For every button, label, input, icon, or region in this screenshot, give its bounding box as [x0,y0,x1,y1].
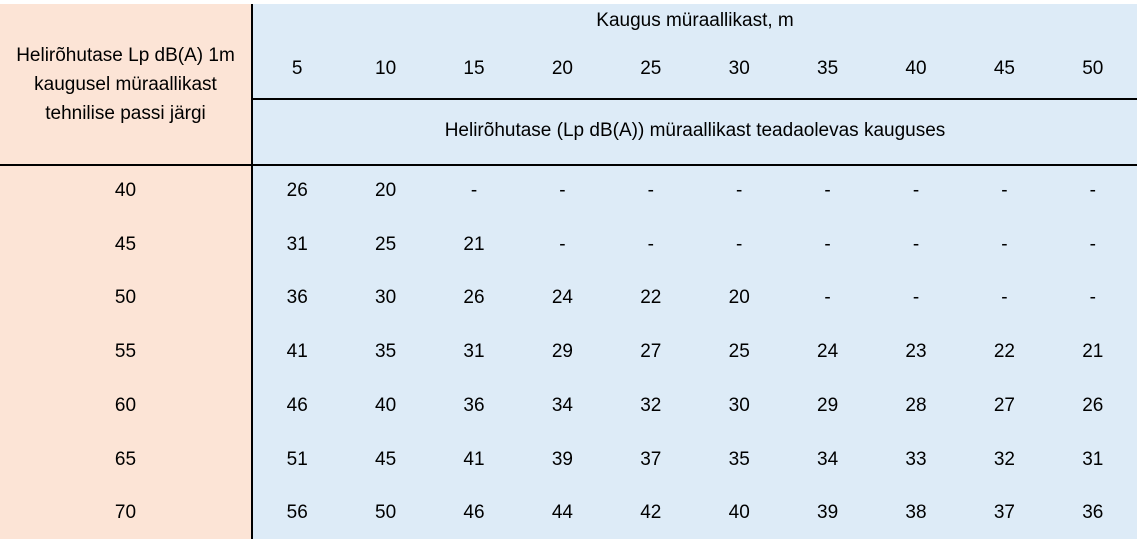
table-cell: 40 [728,502,750,524]
table-cell: 37 [640,448,662,470]
table-cell: 26 [1082,394,1104,416]
table-cell: - [824,180,831,201]
distance-header-cell: 10 [375,58,397,79]
noise-level-table: Helirõhutase Lp dB(A) 1m kaugusel müraal… [0,4,1137,539]
row-level-label: 70 [114,502,137,524]
table-cell: - [647,233,654,255]
table-cell: 46 [286,394,308,416]
row-level-label: 60 [114,394,137,416]
table-cell: 56 [286,502,308,524]
distance-header-cell: 40 [905,58,927,79]
table-cell: 32 [640,394,662,416]
table-cell: 39 [551,448,573,470]
table-cell: 38 [905,502,927,524]
table-cell: - [912,287,920,309]
table-cell: 50 [375,502,397,524]
table-cell: - [1089,180,1096,201]
table-cell: 31 [1082,448,1104,470]
row-level-label: 40 [114,180,137,201]
table-cell: 29 [551,341,573,363]
table-cell: 30 [375,287,397,309]
table-cell: - [559,233,566,255]
table-cell: 39 [817,502,839,524]
row-level-label: 55 [114,341,137,363]
table-cell: 34 [817,448,839,470]
table-cell: 41 [463,448,485,470]
distance-header-cell: 30 [728,58,750,79]
table-cell: 46 [463,502,485,524]
subheader: Helirõhutase (Lp dB(A)) müraallikast tea… [444,120,946,141]
table-cell: 36 [1082,502,1104,524]
table-cell: - [559,180,566,201]
table-cell: - [647,180,654,201]
table-cell: 41 [286,341,308,363]
table-cell: 24 [817,341,839,363]
table-cell: - [824,233,831,255]
table-cell: 40 [375,394,397,416]
table-cell: - [1001,233,1008,255]
table-cell: 24 [551,287,573,309]
table-cell: 25 [728,341,750,363]
table-cell: 45 [375,448,397,470]
table-cell: - [1089,287,1096,309]
table-cell: 20 [375,180,397,201]
table-cell: 42 [640,502,662,524]
source-level-column [0,4,251,539]
row-level-label: 45 [114,233,137,255]
row-header: Helirõhutase Lp dB(A) 1m kaugusel müraal… [0,4,251,165]
row-level-label: 65 [114,448,137,470]
table-cell: 31 [463,341,485,363]
header-divider [253,98,1137,100]
table-cell: 33 [905,448,927,470]
distance-header-cell: 5 [291,58,303,79]
distance-header-cell: 15 [463,58,485,79]
table-cell: 31 [286,233,308,255]
table-cell: 28 [905,394,927,416]
table-cell: 30 [728,394,750,416]
table-cell: - [736,180,743,201]
body-divider [0,164,1137,166]
distance-header: Kaugus müraallikast, m [596,10,794,31]
distance-header-cell: 25 [640,58,662,79]
table-cell: 44 [551,502,573,524]
distance-data-area [251,4,1137,539]
table-cell: 26 [286,180,308,201]
table-cell: 21 [1082,341,1104,363]
table-cell: 35 [728,448,750,470]
table-cell: 27 [640,341,662,363]
table-cell: - [1001,287,1008,309]
table-cell: 51 [286,448,308,470]
table-cell: 26 [463,287,485,309]
table-cell: 34 [551,394,573,416]
table-cell: - [912,233,920,255]
distance-header-cell: 35 [817,58,839,79]
row-header-text: Helirõhutase Lp dB(A) 1m kaugusel müraal… [16,45,235,124]
table-cell: 37 [993,502,1015,524]
table-cell: 22 [993,341,1015,363]
table-cell: - [1001,180,1008,201]
table-cell: 36 [463,394,485,416]
table-cell: - [824,287,831,309]
table-cell: 36 [286,287,308,309]
table-cell: 32 [993,448,1015,470]
distance-header-cell: 20 [551,58,573,79]
table-cell: 25 [375,233,397,255]
table-cell: 20 [728,287,750,309]
table-cell: - [1089,233,1096,255]
table-cell: 35 [375,341,397,363]
table-cell: - [736,233,743,255]
row-level-label: 50 [114,287,137,309]
table-cell: 21 [463,233,485,255]
table-cell: 22 [640,287,662,309]
table-cell: - [470,180,478,201]
distance-header-cell: 50 [1082,58,1104,79]
table-cell: 27 [993,394,1015,416]
table-cell: 29 [817,394,839,416]
table-cell: 23 [905,341,927,363]
distance-header-cell: 45 [993,58,1015,79]
table-cell: - [912,180,920,201]
